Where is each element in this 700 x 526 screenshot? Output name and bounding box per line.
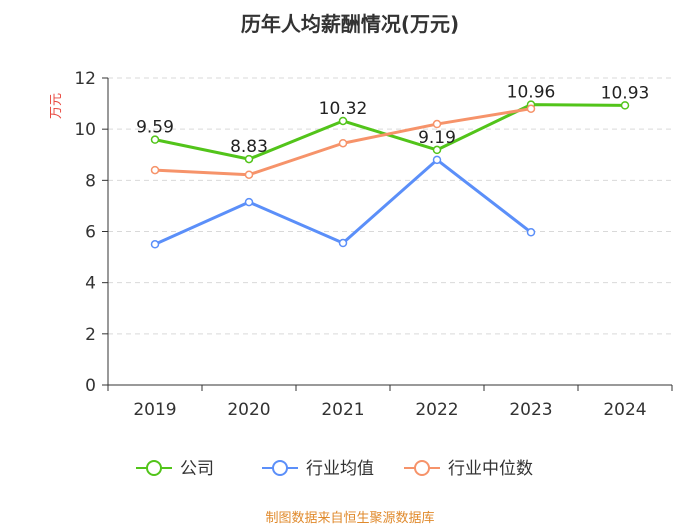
- legend-label: 行业均值: [306, 459, 374, 479]
- data-label: 9.59: [136, 118, 174, 138]
- data-label: 9.19: [418, 128, 456, 148]
- data-point: [244, 170, 254, 179]
- data-point: [338, 116, 348, 126]
- data-point: [620, 101, 630, 110]
- data-label: 10.32: [319, 99, 368, 119]
- data-point: [150, 165, 160, 175]
- y-tick-label: 12: [74, 69, 96, 89]
- data-label: 8.83: [230, 137, 268, 157]
- data-label: 10.96: [507, 83, 556, 103]
- source-footer: 制图数据来自恒生聚源数据库: [265, 511, 435, 526]
- y-tick-label: 0: [85, 376, 96, 396]
- y-tick-label: 8: [85, 171, 96, 191]
- legend-label: 行业中位数: [448, 459, 533, 479]
- grid-lines: [108, 77, 672, 335]
- data-point: [432, 155, 442, 165]
- x-tick-label: 2023: [509, 400, 552, 420]
- y-tick-label: 2: [85, 325, 96, 345]
- legend-marker: [272, 460, 288, 476]
- x-tick-label: 2019: [133, 400, 176, 420]
- data-point: [150, 240, 160, 249]
- x-tick-label: 2021: [321, 400, 364, 420]
- chart-title: 历年人均薪酬情况(万元): [240, 12, 460, 36]
- data-label: 10.93: [601, 83, 650, 103]
- data-point: [432, 145, 442, 155]
- x-tick-label: 2024: [603, 400, 646, 420]
- y-tick-label: 6: [85, 223, 96, 243]
- y-unit-label: 万元: [49, 93, 64, 119]
- data-point: [338, 138, 348, 148]
- data-point: [526, 104, 536, 113]
- axes: 0 2 4 6 8 10 12 万元 2019 2020 2021 2022 2023 2024: [49, 69, 673, 420]
- y-tick-label: 10: [74, 120, 96, 140]
- data-point: [338, 238, 348, 248]
- data-point: [526, 228, 536, 237]
- series-layer: [150, 100, 630, 249]
- x-tick-label: 2020: [227, 400, 270, 420]
- legend: 公司 行业均值 行业中位数: [136, 459, 533, 479]
- legend-marker: [414, 460, 430, 476]
- data-point: [150, 135, 160, 144]
- data-point: [244, 154, 254, 164]
- series-line: [154, 103, 626, 161]
- legend-marker: [146, 460, 162, 476]
- data-point: [432, 119, 442, 129]
- data-point: [244, 197, 254, 207]
- data-labels: 9.59 8.83 10.32 9.19 10.96 10.93: [136, 83, 649, 157]
- x-tick-label: 2022: [415, 400, 458, 420]
- legend-label: 公司: [180, 459, 214, 479]
- y-tick-label: 4: [85, 274, 96, 294]
